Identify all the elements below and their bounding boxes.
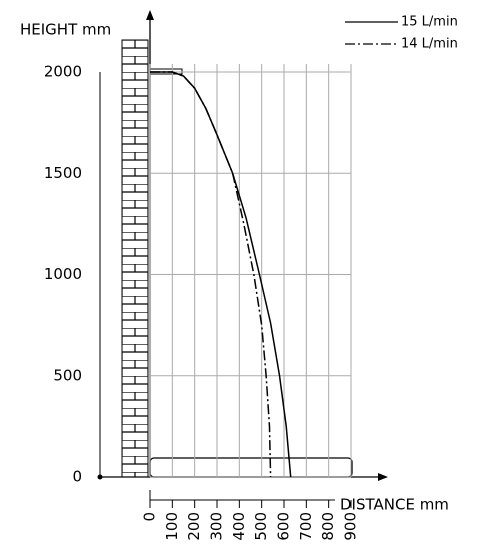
y-tick-label: 500 — [53, 366, 82, 384]
x-tick-label: 300 — [208, 512, 226, 541]
x-tick-label: 0 — [141, 512, 159, 522]
x-tick-label: 900 — [342, 512, 360, 541]
x-tick-label: 200 — [185, 512, 203, 541]
wall — [121, 39, 149, 478]
x-tick-label: 500 — [252, 512, 270, 541]
x-tick-label: 600 — [275, 512, 293, 541]
x-tick-label: 400 — [230, 512, 248, 541]
y-tick-label: 1000 — [44, 265, 82, 283]
legend-label: 14 L/min — [401, 37, 458, 52]
x-axis-label: DISTANCE mm — [340, 496, 449, 514]
series-line — [150, 71, 292, 478]
y-axis-label: HEIGHT mm — [20, 21, 111, 39]
y-arrow — [146, 10, 154, 20]
x-tick-label: 700 — [297, 512, 315, 541]
floor-tray — [149, 457, 353, 478]
y-tick-label: 2000 — [44, 63, 82, 81]
y-tick-label: 1500 — [44, 164, 82, 182]
legend-label: 15 L/min — [401, 15, 458, 30]
origin-dot — [97, 474, 103, 480]
x-tick-label: 800 — [319, 512, 337, 541]
y-tick-label: 0 — [72, 468, 82, 486]
x-arrow — [378, 473, 388, 481]
series-line — [150, 71, 272, 478]
x-tick-label: 100 — [163, 512, 181, 541]
